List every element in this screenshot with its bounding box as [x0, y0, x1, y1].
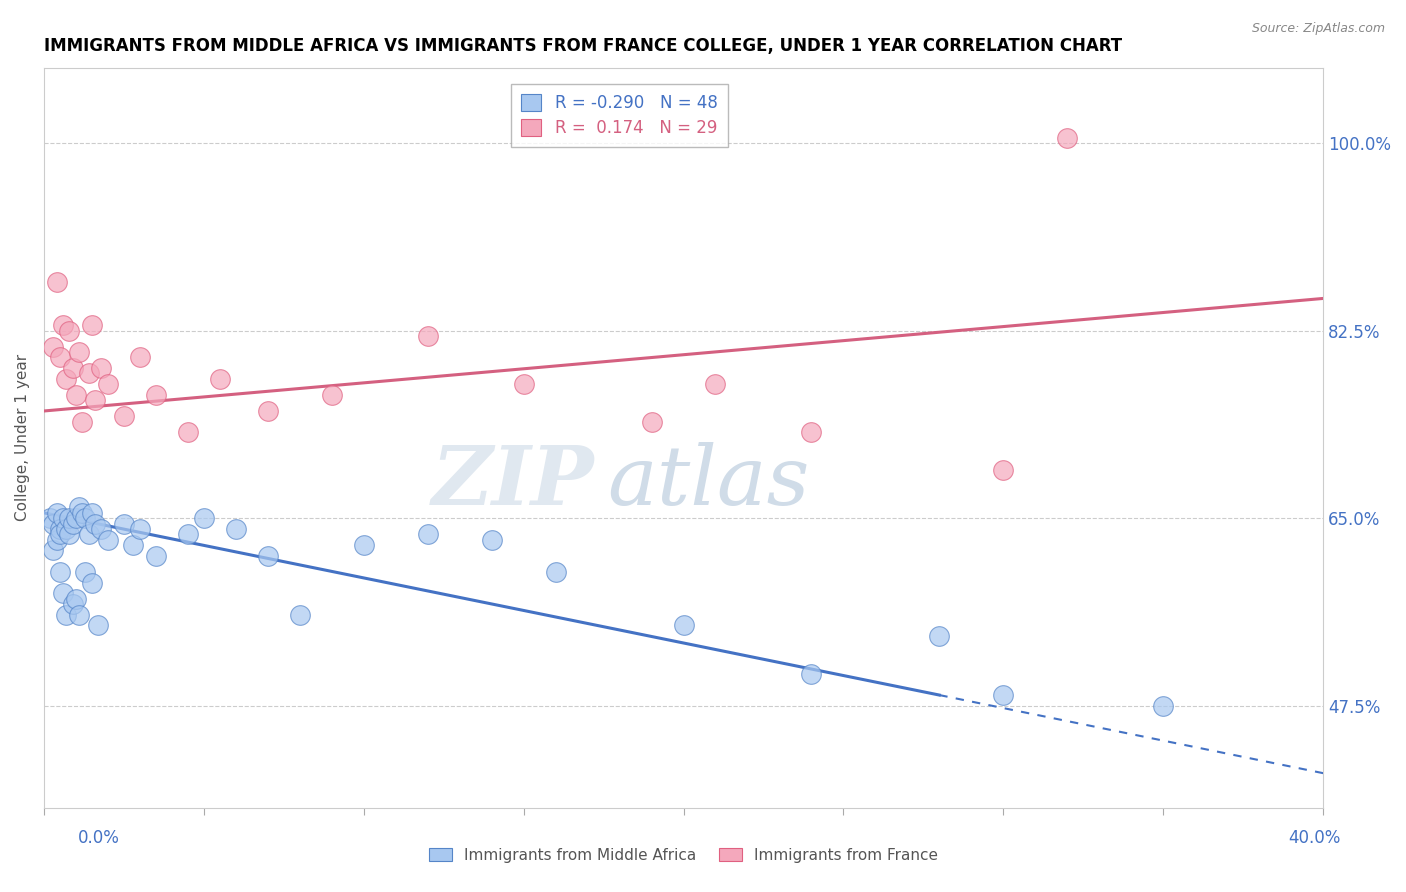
Point — [416, 527, 439, 541]
Point — [65, 388, 87, 402]
Point — [84, 516, 107, 531]
Point — [416, 329, 439, 343]
Point — [45, 533, 67, 547]
Point — [145, 549, 167, 563]
Point — [928, 629, 950, 643]
Point — [256, 404, 278, 418]
Point — [288, 607, 311, 622]
Point — [672, 618, 695, 632]
Point — [75, 565, 97, 579]
Point — [90, 361, 112, 376]
Point — [97, 533, 120, 547]
Point — [58, 324, 80, 338]
Point — [353, 538, 375, 552]
Point — [65, 511, 87, 525]
Point — [52, 318, 75, 333]
Point — [67, 345, 90, 359]
Point — [67, 607, 90, 622]
Point — [49, 351, 72, 365]
Point — [62, 361, 84, 376]
Point — [62, 516, 84, 531]
Point — [42, 543, 65, 558]
Point — [225, 522, 247, 536]
Text: atlas: atlas — [607, 442, 808, 522]
Point — [77, 527, 100, 541]
Point — [77, 367, 100, 381]
Point — [122, 538, 145, 552]
Point — [49, 565, 72, 579]
Point — [58, 527, 80, 541]
Point — [512, 377, 534, 392]
Point — [52, 511, 75, 525]
Point — [45, 276, 67, 290]
Point — [49, 522, 72, 536]
Point — [193, 511, 215, 525]
Point — [49, 527, 72, 541]
Text: 0.0%: 0.0% — [77, 829, 120, 847]
Point — [640, 415, 662, 429]
Text: ZIP: ZIP — [432, 442, 593, 522]
Point — [42, 516, 65, 531]
Text: IMMIGRANTS FROM MIDDLE AFRICA VS IMMIGRANTS FROM FRANCE COLLEGE, UNDER 1 YEAR CO: IMMIGRANTS FROM MIDDLE AFRICA VS IMMIGRA… — [44, 37, 1122, 55]
Point — [80, 506, 103, 520]
Point — [58, 511, 80, 525]
Point — [97, 377, 120, 392]
Point — [90, 522, 112, 536]
Point — [52, 586, 75, 600]
Point — [112, 516, 135, 531]
Text: Source: ZipAtlas.com: Source: ZipAtlas.com — [1251, 22, 1385, 36]
Point — [208, 372, 231, 386]
Point — [80, 575, 103, 590]
Point — [87, 618, 110, 632]
Point — [177, 425, 200, 440]
Point — [993, 463, 1015, 477]
Point — [177, 527, 200, 541]
Point — [62, 597, 84, 611]
Point — [65, 591, 87, 606]
Point — [321, 388, 343, 402]
Point — [993, 688, 1015, 702]
Point — [800, 425, 823, 440]
Point — [75, 511, 97, 525]
Point — [45, 506, 67, 520]
Point — [67, 500, 90, 515]
Point — [145, 388, 167, 402]
Point — [704, 377, 727, 392]
Point — [544, 565, 567, 579]
Point — [84, 393, 107, 408]
Point — [128, 351, 150, 365]
Point — [256, 549, 278, 563]
Point — [55, 607, 77, 622]
Point — [42, 340, 65, 354]
Point — [39, 511, 62, 525]
Point — [55, 522, 77, 536]
Y-axis label: College, Under 1 year: College, Under 1 year — [15, 354, 30, 521]
Text: 40.0%: 40.0% — [1288, 829, 1341, 847]
Point — [55, 372, 77, 386]
Point — [481, 533, 503, 547]
Point — [1056, 130, 1078, 145]
Point — [72, 506, 94, 520]
Point — [128, 522, 150, 536]
Point — [112, 409, 135, 424]
Point — [800, 666, 823, 681]
Legend: R = -0.290   N = 48, R =  0.174   N = 29: R = -0.290 N = 48, R = 0.174 N = 29 — [512, 84, 728, 146]
Point — [80, 318, 103, 333]
Point — [1152, 698, 1174, 713]
Point — [72, 415, 94, 429]
